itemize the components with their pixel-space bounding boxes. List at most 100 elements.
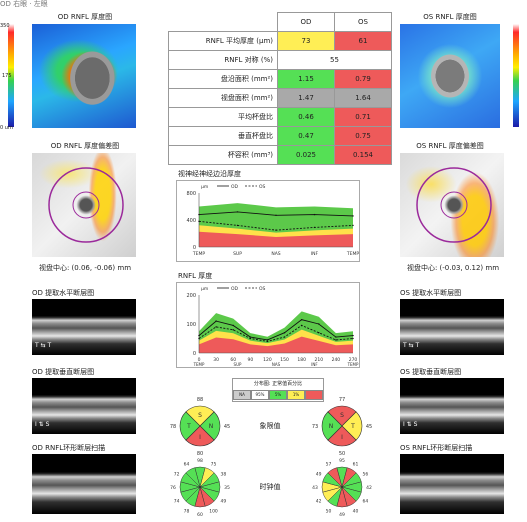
table-header-os: OS: [334, 12, 392, 32]
quadrant-i: [327, 425, 357, 447]
quadrant-letter: S: [340, 412, 344, 419]
x-sector-label: TEMP: [193, 362, 205, 367]
table-row: 垂直杯盘比 0.47 0.75: [168, 126, 392, 146]
legend-swatch: 5%: [269, 390, 287, 400]
data-point: [275, 229, 277, 231]
quadrant-value: 45: [366, 424, 372, 430]
os-circle-scan[interactable]: [400, 454, 504, 514]
legend-od: OD: [231, 286, 239, 292]
x-sector-label: INF: [311, 362, 318, 367]
od-thickness-title: OD RNFL 厚度图: [57, 13, 113, 21]
clock-value: 43: [312, 485, 318, 491]
table-row: RNFL 对称 (%) 55: [168, 50, 392, 70]
data-point: [335, 339, 337, 341]
data-point: [266, 340, 269, 343]
clock-value: 98: [197, 458, 203, 464]
data-point: [313, 213, 316, 216]
od-deviation-title: OD RNFL 厚度偏差图: [50, 142, 120, 150]
x-tick-label: 210: [314, 357, 323, 363]
quadrant-letter: I: [199, 434, 201, 441]
clock-value: 72: [174, 472, 180, 478]
os-horiz-scan[interactable]: T ⇆ T: [400, 299, 504, 355]
clock-value: 95: [339, 458, 345, 464]
os-vert-title: OS 提取垂直断层图: [400, 368, 462, 376]
data-point: [215, 320, 217, 322]
os-colorbar: [513, 24, 519, 127]
legend-swatch: 95%: [251, 390, 269, 400]
partial-header: OD 右眼 · 左眼: [0, 0, 48, 8]
clock-value: 75: [211, 462, 217, 468]
os-vert-scan[interactable]: I ⇅ S: [400, 378, 504, 434]
x-tick-label: 120: [263, 357, 272, 363]
x-sector-label: SUP: [234, 362, 242, 367]
os-horiz-title: OS 提取水平断层图: [400, 289, 462, 297]
quadrant-value: 78: [170, 424, 176, 430]
clock-value: 42: [316, 499, 322, 505]
colorbar-tick-mid: 175: [2, 73, 12, 79]
legend-title: 分布图: 正常值百分比: [253, 381, 303, 387]
quadrant-value: 50: [339, 451, 345, 457]
od-thickness-map[interactable]: [32, 24, 136, 128]
table-row: RNFL 平均厚度 (µm) 73 61: [168, 31, 392, 51]
clock-value: 61: [353, 462, 359, 468]
clock-label: 时钟值: [259, 483, 281, 491]
od-quadrant-chart: S 88 N 45 I 80 T 78: [170, 397, 230, 457]
data-point: [283, 336, 286, 338]
clock-value: 38: [221, 472, 227, 478]
os-deviation-map[interactable]: [400, 153, 504, 257]
quadrant-s: [327, 405, 357, 427]
legend-swatch: [305, 390, 323, 400]
clock-value: 60: [197, 512, 203, 518]
data-point: [283, 332, 286, 334]
os-deviation-title: OS RNFL 厚度偏差图: [416, 142, 484, 150]
data-point: [352, 224, 354, 227]
data-point: [335, 336, 337, 338]
data-point: [318, 323, 320, 325]
rnfl-chart: 200 100 0 0 30 60 90 120 150 180 210 240 270 TEMP SUP N…: [176, 282, 360, 368]
legend-od: OD: [231, 184, 239, 190]
quadrant-letter: S: [198, 412, 202, 419]
data-point: [300, 318, 303, 321]
quadrant-s: [185, 405, 215, 427]
quadrant-t: [341, 411, 363, 441]
od-deviation-map[interactable]: [32, 153, 136, 257]
table-row: 杯容积 (mm³) 0.025 0.154: [168, 145, 392, 165]
y-tick-label: 0: [193, 245, 196, 251]
clock-value: 35: [224, 485, 230, 491]
quadrant-letter: I: [341, 434, 343, 441]
data-point: [249, 337, 252, 340]
y-tick-label: 0: [193, 351, 196, 357]
clock-sector: [185, 467, 201, 488]
data-point: [318, 332, 320, 334]
data-point: [352, 215, 354, 217]
clock-value: 49: [316, 472, 322, 478]
legend-swatches: NA 95% 5% 1%: [233, 390, 323, 400]
od-horiz-scan[interactable]: T ⇆ T: [32, 299, 136, 355]
clock-value: 49: [339, 512, 345, 518]
x-tick-label: 240: [332, 357, 341, 363]
clock-value: 78: [184, 508, 190, 514]
x-tick-label: 60: [230, 357, 236, 363]
data-point: [266, 339, 269, 341]
os-thickness-map[interactable]: [400, 24, 500, 128]
data-point: [198, 334, 200, 337]
neural-chart-title: 视神经神经边沿厚度: [178, 170, 241, 178]
y-tick-label: 400: [186, 218, 196, 224]
quadrant-label: 象限值: [259, 422, 281, 430]
y-tick-label: 800: [186, 191, 196, 197]
data-point: [352, 337, 354, 340]
od-colorbar: [8, 24, 14, 127]
od-circle-scan[interactable]: [32, 454, 136, 514]
x-tick-label: TEMP: [192, 251, 205, 257]
table-row: 视盘面积 (mm²) 1.47 1.64: [168, 88, 392, 108]
x-tick-label: 150: [280, 357, 289, 363]
od-vert-scan[interactable]: I ⇅ S: [32, 378, 136, 434]
quadrant-value: 73: [312, 424, 318, 430]
x-sector-label: TEMP: [347, 362, 359, 367]
abnormal-band: [199, 231, 353, 247]
data-point: [236, 211, 239, 213]
clock-sector: [327, 467, 343, 488]
clock-value: 64: [184, 462, 190, 468]
series-line-od: [198, 319, 354, 341]
colorbar-tick-min: 0 um: [0, 125, 13, 131]
